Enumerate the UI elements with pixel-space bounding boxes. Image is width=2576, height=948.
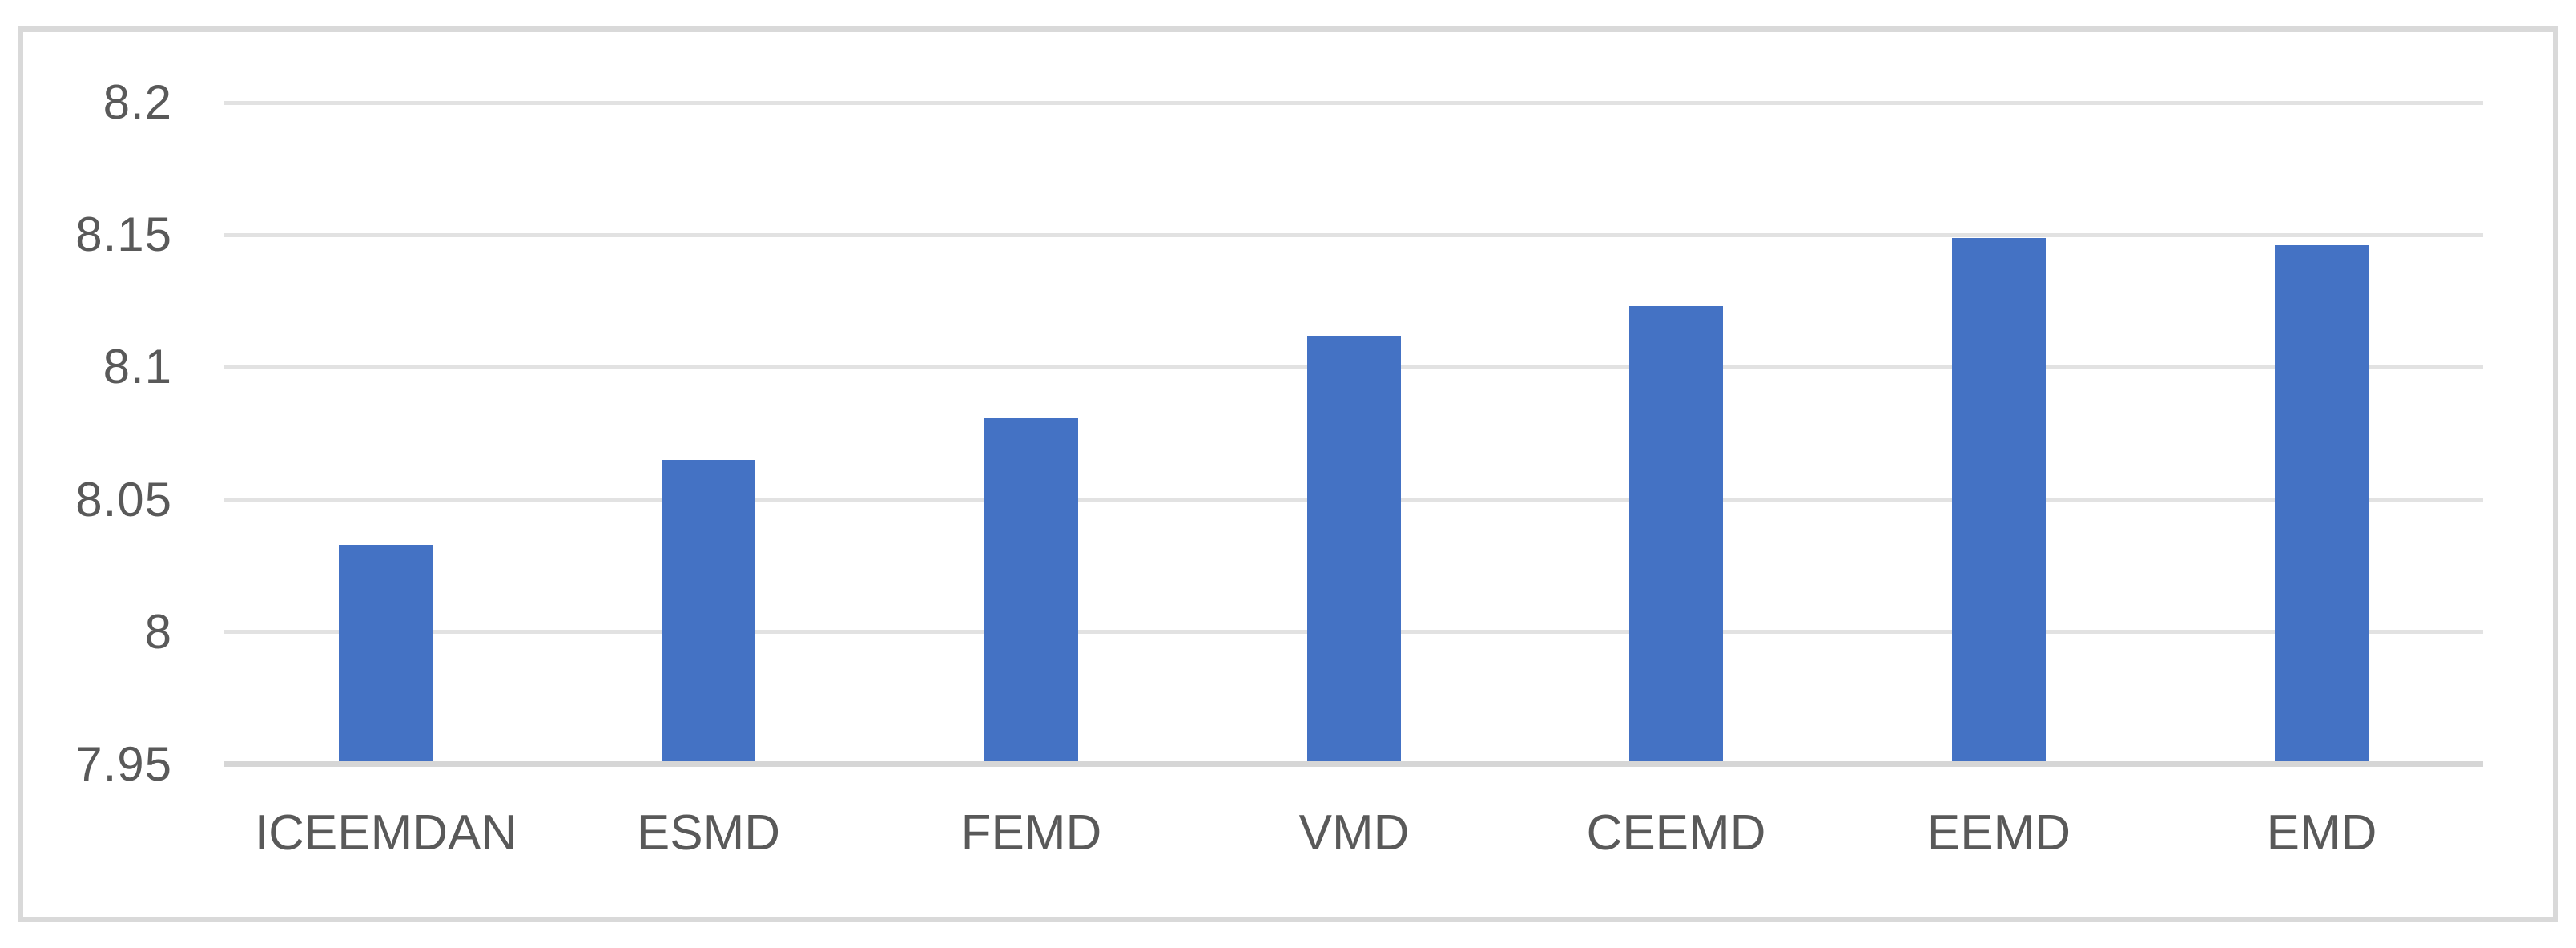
x-axis-tick-label-femd: FEMD bbox=[960, 805, 1102, 861]
bar-esmd bbox=[662, 460, 755, 761]
x-axis-line bbox=[224, 761, 2483, 767]
y-axis-tick-label: 8.1 bbox=[103, 340, 172, 393]
bar-ceemd bbox=[1629, 306, 1723, 761]
bar-emd bbox=[2275, 245, 2369, 761]
x-axis-tick-label-esmd: ESMD bbox=[636, 805, 781, 861]
y-gridline bbox=[224, 233, 2483, 237]
bar-eemd bbox=[1952, 238, 2046, 761]
x-axis-tick-label-vmd: VMD bbox=[1298, 805, 1410, 861]
y-axis-tick-label: 8.15 bbox=[75, 208, 172, 261]
y-axis-tick-label: 8 bbox=[144, 605, 172, 659]
y-axis-tick-label: 8.2 bbox=[103, 75, 172, 129]
y-axis-tick-label: 8.05 bbox=[75, 473, 172, 526]
y-axis-tick-label: 7.95 bbox=[75, 737, 172, 791]
bar-femd bbox=[984, 418, 1078, 761]
x-axis-tick-label-ceemd: CEEMD bbox=[1586, 805, 1766, 861]
x-axis-tick-label-eemd: EEMD bbox=[1926, 805, 2071, 861]
bar-vmd bbox=[1307, 336, 1401, 761]
x-axis-tick-label-emd: EMD bbox=[2266, 805, 2377, 861]
chart-frame: 8.2 8.15 8.1 8.05 8 7.95 ICEEMDAN ESMD FEMD VMD CE… bbox=[18, 26, 2558, 922]
x-axis-tick-label-iceemdan: ICEEMDAN bbox=[254, 805, 517, 861]
bar-iceemdan bbox=[339, 545, 433, 761]
y-gridline bbox=[224, 101, 2483, 105]
